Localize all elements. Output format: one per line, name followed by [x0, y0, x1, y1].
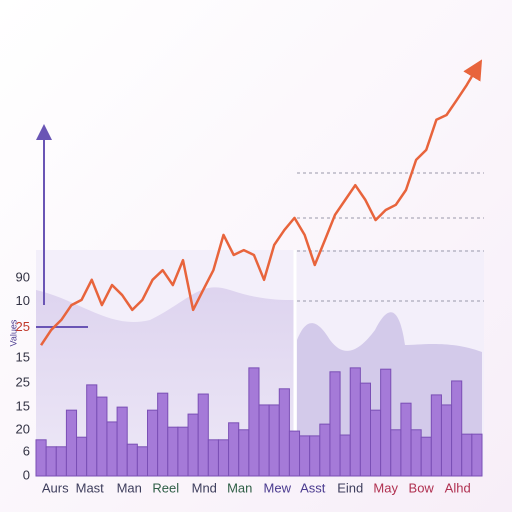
x-tick-label: May [373, 480, 398, 495]
y-axis-label: Values [8, 319, 18, 346]
bar [329, 371, 341, 477]
bar [390, 429, 402, 477]
bar [309, 435, 321, 477]
bar [106, 421, 118, 477]
bar [228, 422, 240, 477]
bar [461, 433, 473, 477]
x-tick-label: Asst [300, 480, 326, 495]
bar [96, 396, 108, 477]
bar [268, 404, 280, 477]
bar [278, 388, 290, 477]
bar [217, 439, 230, 477]
x-tick-label: Aurs [42, 480, 69, 495]
x-tick-label: Bow [409, 480, 435, 495]
y-tick-label: 15 [16, 350, 30, 365]
bar [380, 368, 392, 477]
bar [319, 423, 331, 477]
bar [299, 435, 311, 477]
bar [167, 426, 179, 477]
bar [177, 426, 189, 477]
y-tick-label: 20 [16, 422, 30, 437]
bar [126, 443, 138, 477]
bar [197, 393, 209, 477]
bar [157, 392, 169, 477]
bar [420, 436, 432, 477]
bar [471, 433, 483, 477]
y-tick-label: 0 [23, 467, 30, 482]
bar [370, 409, 382, 477]
x-tick-label: Reel [152, 480, 179, 495]
bar [359, 382, 372, 477]
y-tick-label: 15 [16, 399, 30, 414]
y-tick-label: 90 [16, 269, 30, 284]
y-tick-label: 25 [16, 319, 30, 334]
bar [440, 404, 453, 477]
y-tick-label: 6 [23, 443, 30, 458]
x-tick-label: Mast [76, 480, 105, 495]
bar [248, 367, 260, 477]
bar [451, 380, 463, 477]
bar [76, 436, 88, 477]
bar [116, 406, 128, 477]
y-tick-label: 10 [16, 293, 30, 308]
bar [35, 439, 47, 477]
dashed-guides [297, 172, 484, 302]
bar [339, 434, 351, 477]
bar [349, 367, 361, 477]
x-tick-label: Mnd [192, 480, 217, 495]
line [40, 59, 483, 346]
bar [45, 446, 57, 477]
x-tick-label: Mew [264, 480, 292, 495]
x-tick-label: Alhd [445, 480, 471, 495]
bar [207, 439, 219, 477]
bar [430, 394, 442, 477]
x-tick-label: Man [227, 480, 252, 495]
bar [55, 446, 67, 477]
bar [136, 446, 148, 477]
bar [147, 409, 159, 477]
bar [410, 429, 422, 477]
bar [86, 384, 98, 477]
bar [238, 429, 250, 477]
bar [400, 402, 412, 477]
bar [258, 404, 270, 477]
x-tick-label: Man [117, 480, 142, 495]
bar [65, 409, 78, 477]
bar [288, 430, 301, 477]
bar [187, 413, 199, 477]
x-tick-label: Eind [337, 480, 363, 495]
y-tick-label: 25 [16, 375, 30, 390]
